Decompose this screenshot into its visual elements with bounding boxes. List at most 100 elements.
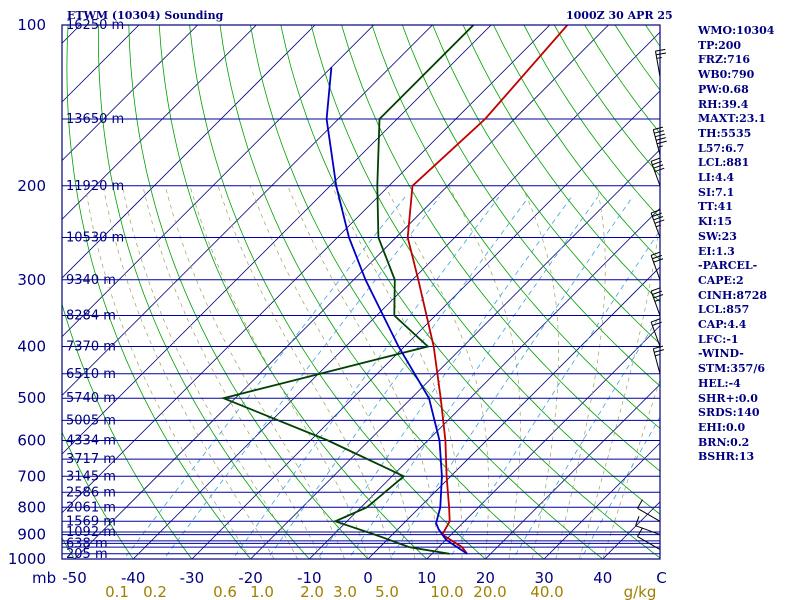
station-title: ETWM (10304) Sounding xyxy=(67,9,224,22)
isotherm-line xyxy=(191,90,660,559)
height-label: 1092 m xyxy=(66,525,116,540)
dry-adiabat-line xyxy=(62,302,193,559)
height-label: 2061 m xyxy=(66,500,116,515)
temperature-tick-label: 0 xyxy=(363,569,373,587)
isotherm-line xyxy=(543,442,660,559)
chart-plot-area xyxy=(62,25,660,559)
dry-adiabat-line xyxy=(462,25,660,303)
height-label: 2586 m xyxy=(66,485,116,500)
temperature-tick-label: 20 xyxy=(476,569,495,587)
index-item: SHR+:0.0 xyxy=(698,391,758,405)
moist-adiabat-line xyxy=(602,378,660,559)
wind-barb xyxy=(650,318,662,347)
wind-barb xyxy=(652,345,665,374)
mixing-ratio-line xyxy=(389,196,633,559)
dry-adiabat-line xyxy=(402,25,660,387)
isotherm-line xyxy=(62,25,433,396)
chart-frame xyxy=(61,24,661,560)
index-item: PW:0.68 xyxy=(698,82,749,96)
moist-adiabat-line xyxy=(164,185,345,559)
index-item: L57:6.7 xyxy=(698,141,745,155)
wind-barb xyxy=(652,126,667,155)
index-item: EI:1.3 xyxy=(698,244,735,258)
moist-adiabat-line xyxy=(287,185,439,559)
pressure-tick-label: 300 xyxy=(17,271,46,289)
moist-adiabat-line xyxy=(217,185,392,559)
dry-adiabat-line xyxy=(98,25,310,559)
height-label: 16250 m xyxy=(66,18,124,33)
height-label: 3145 m xyxy=(66,469,116,484)
index-item: TH:5535 xyxy=(698,126,752,140)
temperature-tick-label: -30 xyxy=(180,569,205,587)
isotherm-line xyxy=(73,25,610,559)
parcel-profile-line xyxy=(325,67,468,555)
wind-barb xyxy=(650,251,664,280)
temperature-tick-label: -40 xyxy=(121,569,146,587)
moist-adiabat-line xyxy=(249,185,416,559)
index-item: WMO:10304 xyxy=(698,24,775,37)
dewpoint-profile-line xyxy=(220,25,475,555)
index-item: TT:41 xyxy=(698,200,733,214)
wind-barb xyxy=(637,527,661,550)
index-item: SI:7.1 xyxy=(698,185,735,199)
temperature-tick-label: 40 xyxy=(593,569,612,587)
moist-adiabat-line xyxy=(121,185,298,559)
dry-adiabat-line xyxy=(158,25,428,559)
index-item: CAP:4.4 xyxy=(698,318,747,332)
isotherm-line xyxy=(484,383,660,559)
height-label: 5740 m xyxy=(66,391,116,406)
height-label: 6510 m xyxy=(66,367,116,382)
height-label: 7370 m xyxy=(66,340,116,355)
moist-adiabat-line xyxy=(448,185,521,559)
pressure-tick-label: 500 xyxy=(17,389,46,407)
mixing-ratio-line xyxy=(232,196,500,559)
pressure-tick-label: 600 xyxy=(17,432,46,450)
height-label: 11920 m xyxy=(66,179,124,194)
mixing-ratio-line xyxy=(266,196,529,559)
index-item: MAXT:23.1 xyxy=(698,112,766,126)
pressure-tick-label: 100 xyxy=(17,16,46,34)
index-item: SW:23 xyxy=(698,229,737,243)
moist-adiabat-line xyxy=(142,185,322,559)
temperature-tick-label: -10 xyxy=(297,569,322,587)
indices-panel: WMO:10304 TP:200 FRZ:716 WB0:790 PW:0.68 RH:3… xyxy=(698,24,798,465)
wind-barb xyxy=(650,157,665,186)
isotherm-line xyxy=(62,25,199,162)
mixing-ratio-label: 1.0 xyxy=(250,583,274,600)
moist-adiabat-line xyxy=(521,185,559,559)
wind-barb xyxy=(650,209,665,238)
mixing-ratio-line xyxy=(580,416,660,559)
index-item: HEL:-4 xyxy=(698,376,741,390)
dry-adiabat-line xyxy=(310,25,660,515)
mixing-ratio-label: 10.0 xyxy=(430,583,463,600)
isotherm-line xyxy=(62,25,140,103)
height-label: 10530 m xyxy=(66,230,124,245)
mixing-ratio-line xyxy=(123,196,406,559)
index-item: EHI:0.0 xyxy=(698,420,746,434)
isotherm-line xyxy=(367,266,660,559)
index-item: LI:4.4 xyxy=(698,171,735,185)
mixing-ratio-label: 3.0 xyxy=(333,583,357,600)
moist-adiabat-line xyxy=(384,185,489,559)
index-item: CAPE:2 xyxy=(698,273,744,287)
height-label: 1569 m xyxy=(66,514,116,529)
isotherm-line xyxy=(132,31,660,559)
temperature-tick-label: C xyxy=(656,569,666,587)
dry-adiabat-line xyxy=(128,25,369,559)
index-item: BSHR:13 xyxy=(698,450,755,464)
mixing-ratio-label: 0.2 xyxy=(143,583,167,600)
height-label: 8284 m xyxy=(66,309,116,324)
index-item: -PARCEL- xyxy=(698,259,758,273)
index-item: SRDS:140 xyxy=(698,406,760,420)
moist-adiabat-line xyxy=(189,185,369,559)
wind-barb xyxy=(650,287,664,316)
index-item: STM:357/6 xyxy=(698,362,765,376)
isotherm-line xyxy=(62,25,551,514)
pressure-tick-label: 1000 xyxy=(8,550,46,568)
temperature-tick-label: -50 xyxy=(62,569,87,587)
index-item: WB0:790 xyxy=(698,68,755,82)
height-label: 13650 m xyxy=(66,112,124,127)
height-label: 205 m xyxy=(66,547,108,562)
dry-adiabat-line xyxy=(493,25,660,261)
index-item: RH:39.4 xyxy=(698,97,749,111)
